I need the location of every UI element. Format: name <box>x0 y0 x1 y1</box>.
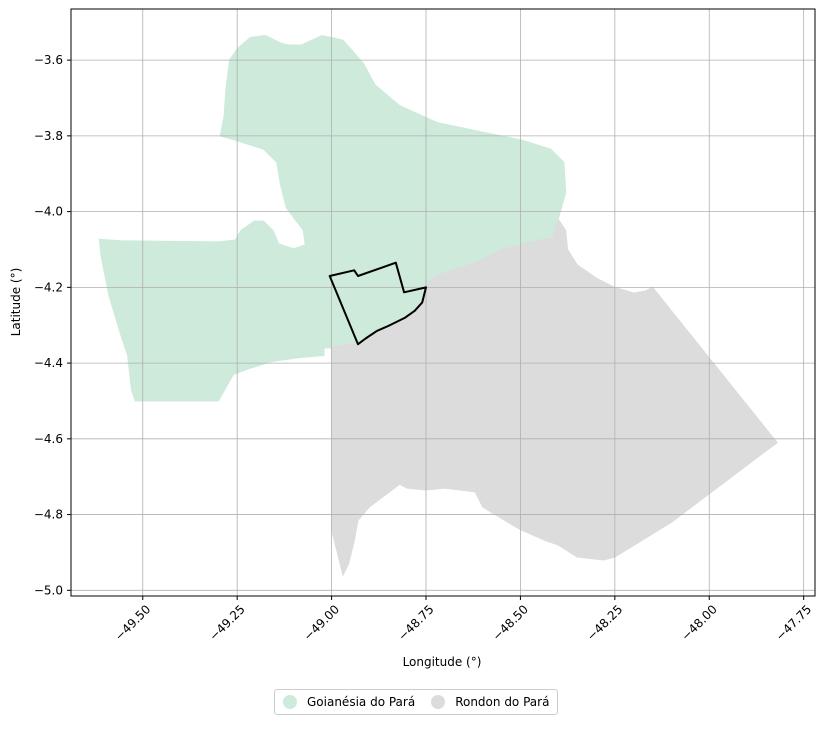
legend-label-goianesia: Goianésia do Pará <box>307 695 416 709</box>
region-goianesia-do-para <box>98 34 567 402</box>
regions-layer <box>98 34 778 577</box>
y-axis-title: Latitude (°) <box>9 268 23 337</box>
legend-swatch-goianesia <box>283 695 297 709</box>
y-tick-label: −4.4 <box>34 356 63 370</box>
y-tick-label: −3.6 <box>34 53 63 67</box>
y-tick-label: −4.2 <box>34 280 63 294</box>
x-axis-title: Longitude (°) <box>403 655 482 669</box>
x-tick-label: −49.50 <box>112 602 153 643</box>
legend-label-rondon: Rondon do Pará <box>455 695 550 709</box>
y-tick-label: −4.6 <box>34 432 63 446</box>
legend-swatch-rondon <box>431 695 446 709</box>
x-tick-label: −49.00 <box>301 602 342 643</box>
x-tick-label: −49.25 <box>206 602 247 643</box>
plot-frame <box>70 8 816 597</box>
y-tick-label: −5.0 <box>34 583 63 597</box>
x-tick-label: −48.50 <box>490 602 531 643</box>
legend-item-rondon: Rondon do Pará <box>431 695 549 709</box>
legend-item-goianesia: Goianésia do Pará <box>283 695 415 709</box>
x-tick-label: −48.00 <box>679 602 720 643</box>
y-tick-label: −4.8 <box>34 508 63 522</box>
x-tick-label: −48.75 <box>395 602 436 643</box>
y-tick-label: −3.8 <box>34 129 63 143</box>
highlight-outline <box>328 261 427 346</box>
y-tick-label: −4.0 <box>34 205 63 219</box>
legend: Goianésia do Pará Rondon do Pará <box>274 689 559 715</box>
highlight-outline-layer <box>328 261 427 346</box>
x-tick-label: −47.75 <box>773 602 814 643</box>
x-tick-label: −48.25 <box>584 602 625 643</box>
axes <box>67 8 816 600</box>
gridlines <box>71 9 815 596</box>
